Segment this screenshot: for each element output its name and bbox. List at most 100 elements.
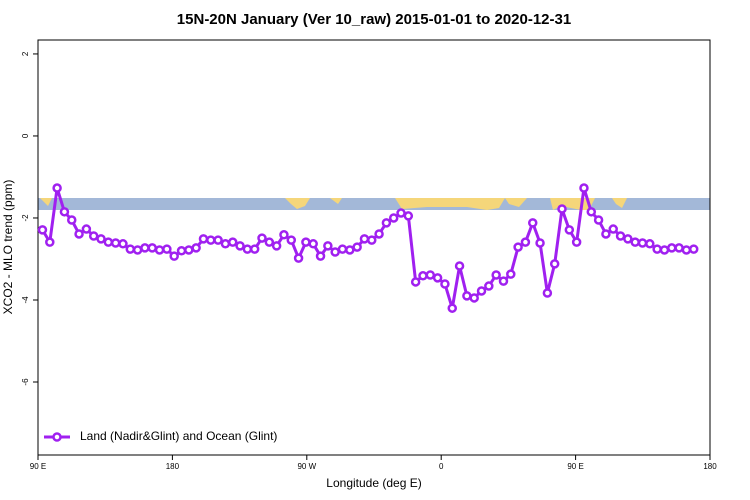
land-ocean-strip [38,198,710,210]
point [513,242,523,252]
point [293,253,304,263]
y-tick-label: 2 [21,51,30,56]
point [425,270,436,280]
point [586,207,597,217]
x-tick-label: 0 [439,462,444,471]
point [520,237,531,247]
point [213,235,223,245]
point [630,237,640,247]
point [637,238,648,248]
point [176,246,187,256]
point [45,237,55,247]
point [286,235,297,245]
point [345,245,355,255]
point [359,234,370,244]
point [549,259,560,269]
point [367,235,377,245]
legend-label: Land (Nadir&Glint) and Ocean (Glint) [80,429,277,443]
point [615,231,626,241]
plot-frame [37,39,711,456]
point [535,238,545,248]
point [410,277,421,287]
point [498,276,509,286]
point [96,234,106,244]
x-tick-label: 90 E [30,462,46,471]
point [476,286,487,296]
point [659,245,670,255]
point [388,213,399,223]
point [418,271,428,281]
x-tick-label: 180 [166,462,180,471]
point [652,244,662,254]
point [454,261,465,271]
point [198,234,209,244]
point [674,243,684,253]
point [506,269,516,279]
point [169,251,179,261]
point [184,245,194,255]
point [132,245,143,255]
x-tick-label: 180 [703,462,717,471]
point [374,229,384,239]
point [279,230,289,240]
point [491,270,501,280]
point [667,243,677,253]
y-tick-label: -2 [21,214,30,222]
x-axis-label: Longitude (deg E) [326,476,421,490]
point [462,291,472,301]
legend: Land (Nadir&Glint) and Ocean (Glint) [44,429,277,443]
point [527,218,538,228]
point [432,273,443,283]
point [88,231,99,241]
point [681,245,692,255]
x-tick-label: 90 W [297,462,316,471]
point [337,244,348,254]
y-tick-label: -6 [21,378,30,386]
point [37,225,48,235]
point [469,293,479,303]
point [623,234,633,244]
point [264,237,275,247]
point [447,303,458,313]
point [249,244,260,254]
point [608,224,618,234]
point [162,244,172,254]
point [191,243,201,253]
point [206,235,216,245]
point [154,245,165,255]
point [542,288,553,298]
point [301,237,311,247]
point [557,204,567,214]
point [66,215,77,225]
point [59,207,70,217]
point [601,229,611,239]
point [315,251,326,261]
y-tick-label: -4 [21,296,30,304]
point [564,225,575,235]
point [330,247,340,257]
point [220,239,231,249]
point [396,208,406,218]
x-tick-label: 90 E [567,462,583,471]
point [579,183,589,193]
point [110,238,121,248]
point [235,241,245,251]
point [403,211,414,221]
y-axis-label: XCO2 - MLO trend (ppm) [1,180,15,315]
point [352,242,362,252]
point [147,243,157,253]
point [74,229,84,239]
y-tick-label: 0 [21,133,30,138]
point [271,241,282,251]
point [125,244,136,254]
point [257,233,267,243]
chart-title: 15N-20N January (Ver 10_raw) 2015-01-01 … [177,11,571,28]
legend-marker [52,432,62,442]
point [81,224,92,234]
point [227,237,238,247]
point [645,239,655,249]
point [571,237,582,247]
point [140,243,150,253]
